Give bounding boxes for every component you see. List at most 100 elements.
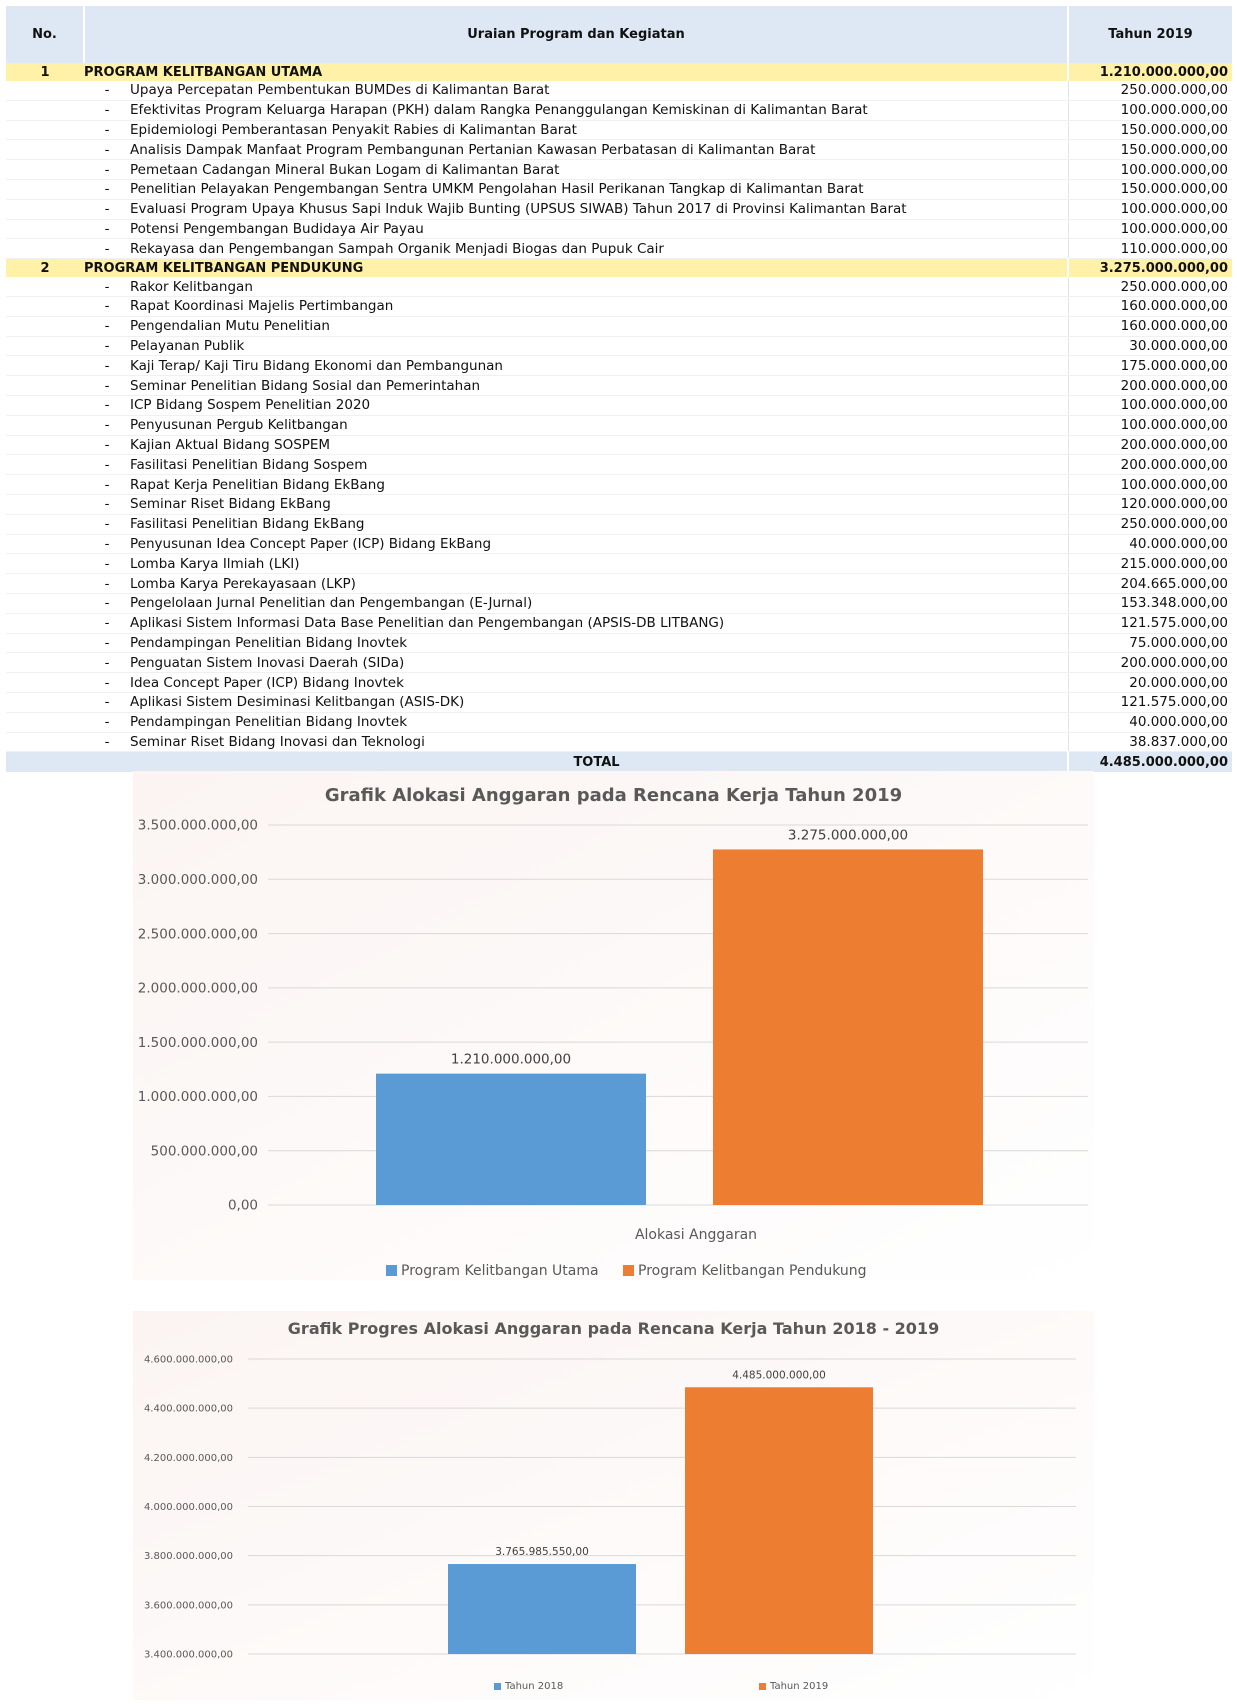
activity-amount: 200.000.000,00 [1067, 375, 1232, 396]
list-bullet: - [104, 456, 110, 473]
y-tick-label: 4.600.000.000,00 [144, 1355, 233, 1366]
bar-program-kelitbangan-pendukung [713, 849, 983, 1205]
activity-description: Pendampingan Penelitian Bidang Inovtek [130, 634, 408, 651]
bar-tahun-2019 [685, 1387, 873, 1654]
budget-table: No. Uraian Program dan Kegiatan Tahun 20… [6, 6, 1232, 773]
table-row: - Lomba Karya Ilmiah (LKI) 215.000.000,00 [6, 553, 1232, 575]
activity-description: Epidemiologi Pemberantasan Penyakit Rabi… [130, 121, 577, 138]
y-tick-label: 4.000.000.000,00 [144, 1502, 233, 1513]
list-bullet: - [104, 615, 110, 632]
total-row: TOTAL 4.485.000.000,00 [6, 751, 1232, 773]
table-row: - Penelitian Pelayakan Pengembangan Sentr… [6, 179, 1232, 200]
list-bullet: - [104, 220, 110, 237]
table-row: - Idea Concept Paper (ICP) Bidang Inovtek… [6, 672, 1232, 693]
data-label: 3.275.000.000,00 [788, 827, 908, 843]
chart-title: Grafik Alokasi Anggaran pada Rencana Ker… [325, 785, 902, 806]
legend-label: Program Kelitbangan Pendukung [638, 1263, 867, 1279]
list-bullet: - [104, 694, 110, 711]
chart-allocation-2019-svg: Grafik Alokasi Anggaran pada Rencana Ker… [133, 771, 1094, 1280]
table-row: - Pengendalian Mutu Penelitian 160.000.000… [6, 316, 1232, 337]
list-bullet: - [104, 417, 110, 434]
activity-amount: 38.837.000,00 [1067, 732, 1232, 753]
activity-description: Aplikasi Sistem Desiminasi Kelitbangan (… [130, 694, 465, 711]
activity-description: Lomba Karya Perekayasaan (LKP) [130, 575, 356, 592]
program-row: 1 PROGRAM KELITBANGAN UTAMA 1.210.000.000,… [6, 63, 1232, 81]
activity-amount: 250.000.000,00 [1067, 514, 1232, 535]
chart-allocation-2019: Grafik Alokasi Anggaran pada Rencana Ker… [133, 771, 1094, 1280]
table-header-row: No. Uraian Program dan Kegiatan Tahun 20… [6, 6, 1232, 63]
table-row: - Potensi Pengembangan Budidaya Air Payau… [6, 219, 1232, 240]
header-no: No. [6, 6, 85, 63]
program-amount: 3.275.000.000,00 [1067, 258, 1232, 278]
activity-amount: 121.575.000,00 [1067, 692, 1232, 713]
y-tick-label: 3.500.000.000,00 [138, 818, 258, 834]
y-tick-label: 500.000.000,00 [151, 1143, 258, 1159]
activity-amount: 204.665.000,00 [1067, 573, 1232, 594]
program-number: 2 [6, 258, 84, 278]
activity-description: Lomba Karya Ilmiah (LKI) [130, 555, 300, 572]
list-bullet: - [104, 161, 110, 178]
table-row: - Rakor Kelitbangan 250.000.000,00 [6, 277, 1232, 297]
activity-amount: 40.000.000,00 [1067, 712, 1232, 733]
activity-amount: 100.000.000,00 [1067, 159, 1232, 180]
list-bullet: - [104, 181, 110, 198]
table-row: - Kajian Aktual Bidang SOSPEM 200.000.000,… [6, 435, 1232, 456]
table-row: - Efektivitas Program Keluarga Harapan (P… [6, 100, 1232, 121]
activity-description: Pendampingan Penelitian Bidang Inovtek [130, 714, 408, 731]
total-amount: 4.485.000.000,00 [1067, 751, 1232, 773]
legend-swatch [386, 1265, 397, 1276]
table-row: - Aplikasi Sistem Informasi Data Base Pen… [6, 613, 1232, 634]
list-bullet: - [104, 357, 110, 374]
activity-description: ICP Bidang Sospem Penelitian 2020 [130, 397, 371, 414]
header-description: Uraian Program dan Kegiatan [84, 6, 1069, 63]
y-tick-label: 1.000.000.000,00 [138, 1089, 258, 1105]
list-bullet: - [104, 654, 110, 671]
table-row: - Pendampingan Penelitian Bidang Inovtek 7… [6, 633, 1232, 654]
list-bullet: - [104, 141, 110, 158]
activity-amount: 160.000.000,00 [1067, 296, 1232, 317]
activity-description: Pelayanan Publik [130, 337, 245, 354]
activity-amount: 75.000.000,00 [1067, 633, 1232, 654]
bar-tahun-2018 [448, 1564, 636, 1654]
legend-swatch [494, 1683, 501, 1690]
activity-amount: 100.000.000,00 [1067, 199, 1232, 220]
data-label: 1.210.000.000,00 [451, 1052, 571, 1068]
y-tick-label: 3.600.000.000,00 [144, 1600, 233, 1611]
activity-description: Penguatan Sistem Inovasi Daerah (SIDa) [130, 654, 405, 671]
list-bullet: - [104, 436, 110, 453]
y-tick-label: 4.400.000.000,00 [144, 1404, 233, 1415]
activity-description: Rakor Kelitbangan [130, 278, 253, 295]
x-category-label: Alokasi Anggaran [635, 1227, 757, 1243]
table-row: - Kaji Terap/ Kaji Tiru Bidang Ekonomi da… [6, 355, 1232, 377]
table-row: - Rapat Kerja Penelitian Bidang EkBang 100… [6, 474, 1232, 495]
program-amount: 1.210.000.000,00 [1067, 63, 1232, 81]
list-bullet: - [104, 516, 110, 533]
chart-progress-2018-2019: Grafik Progres Alokasi Anggaran pada Ren… [133, 1311, 1094, 1700]
table-row: - Penyusunan Idea Concept Paper (ICP) Bid… [6, 534, 1232, 555]
activity-description: Potensi Pengembangan Budidaya Air Payau [130, 220, 424, 237]
legend-swatch [759, 1683, 766, 1690]
activity-description: Idea Concept Paper (ICP) Bidang Inovtek [130, 674, 404, 691]
activity-amount: 150.000.000,00 [1067, 179, 1232, 200]
list-bullet: - [104, 674, 110, 691]
program-name: PROGRAM KELITBANGAN PENDUKUNG [84, 258, 1068, 278]
activity-amount: 200.000.000,00 [1067, 435, 1232, 456]
activity-amount: 100.000.000,00 [1067, 100, 1232, 121]
activity-description: Penyusunan Idea Concept Paper (ICP) Bida… [130, 535, 492, 552]
budget-table-container: No. Uraian Program dan Kegiatan Tahun 20… [6, 6, 1232, 773]
legend-label: Tahun 2019 [769, 1681, 828, 1692]
activity-description: Penelitian Pelayakan Pengembangan Sentra… [130, 181, 864, 198]
activity-amount: 160.000.000,00 [1067, 316, 1232, 337]
chart-progress-2018-2019-svg: Grafik Progres Alokasi Anggaran pada Ren… [133, 1311, 1094, 1700]
table-row: - Pelayanan Publik 30.000.000,00 [6, 336, 1232, 357]
activity-amount: 150.000.000,00 [1067, 139, 1232, 161]
table-row: - Evaluasi Program Upaya Khusus Sapi Indu… [6, 199, 1232, 220]
legend-swatch [623, 1265, 634, 1276]
activity-amount: 215.000.000,00 [1067, 553, 1232, 575]
activity-description: Pemetaan Cadangan Mineral Bukan Logam di… [130, 161, 560, 178]
list-bullet: - [104, 102, 110, 119]
activity-amount: 100.000.000,00 [1067, 415, 1232, 436]
list-bullet: - [104, 318, 110, 335]
program-row: 2 PROGRAM KELITBANGAN PENDUKUNG 3.275.000.… [6, 258, 1232, 278]
activity-amount: 250.000.000,00 [1067, 277, 1232, 297]
